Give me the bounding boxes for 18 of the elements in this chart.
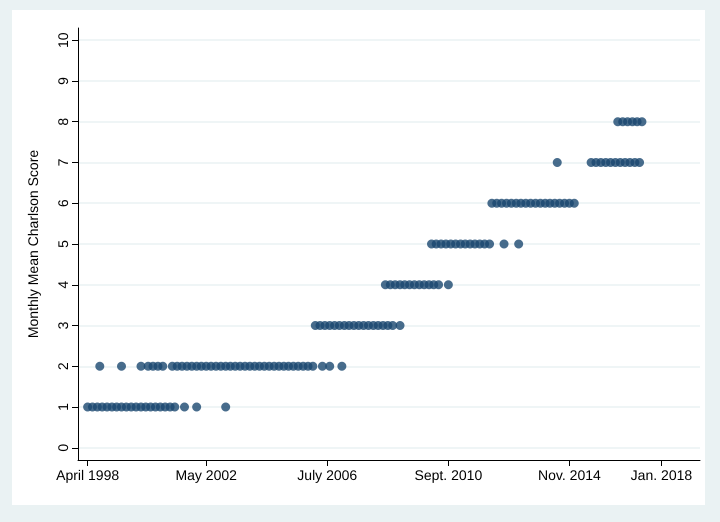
x-tick-label: Nov. 2014 — [538, 467, 602, 483]
y-axis-title: Monthly Mean Charlson Score — [25, 150, 41, 338]
y-tick-label: 5 — [55, 240, 71, 248]
y-tick-label: 6 — [55, 199, 71, 208]
y-tick-label: 10 — [55, 32, 71, 48]
x-tick-label: April 1998 — [56, 467, 120, 483]
x-tick-label: July 2006 — [297, 467, 358, 483]
x-tick-label: Sept. 2010 — [414, 467, 482, 483]
y-tick-label: 9 — [55, 76, 71, 85]
x-tick-label: May 2002 — [175, 467, 238, 483]
y-tick-label: 3 — [55, 321, 71, 330]
y-tick-label: 2 — [55, 362, 71, 370]
y-tick-label: 8 — [55, 118, 71, 126]
x-tick-label: Jan. 2018 — [630, 467, 692, 483]
y-tick-label: 0 — [55, 444, 71, 452]
y-tick-label: 1 — [55, 402, 71, 411]
y-tick-label: 4 — [55, 280, 71, 289]
y-tick-label: 7 — [55, 158, 71, 166]
